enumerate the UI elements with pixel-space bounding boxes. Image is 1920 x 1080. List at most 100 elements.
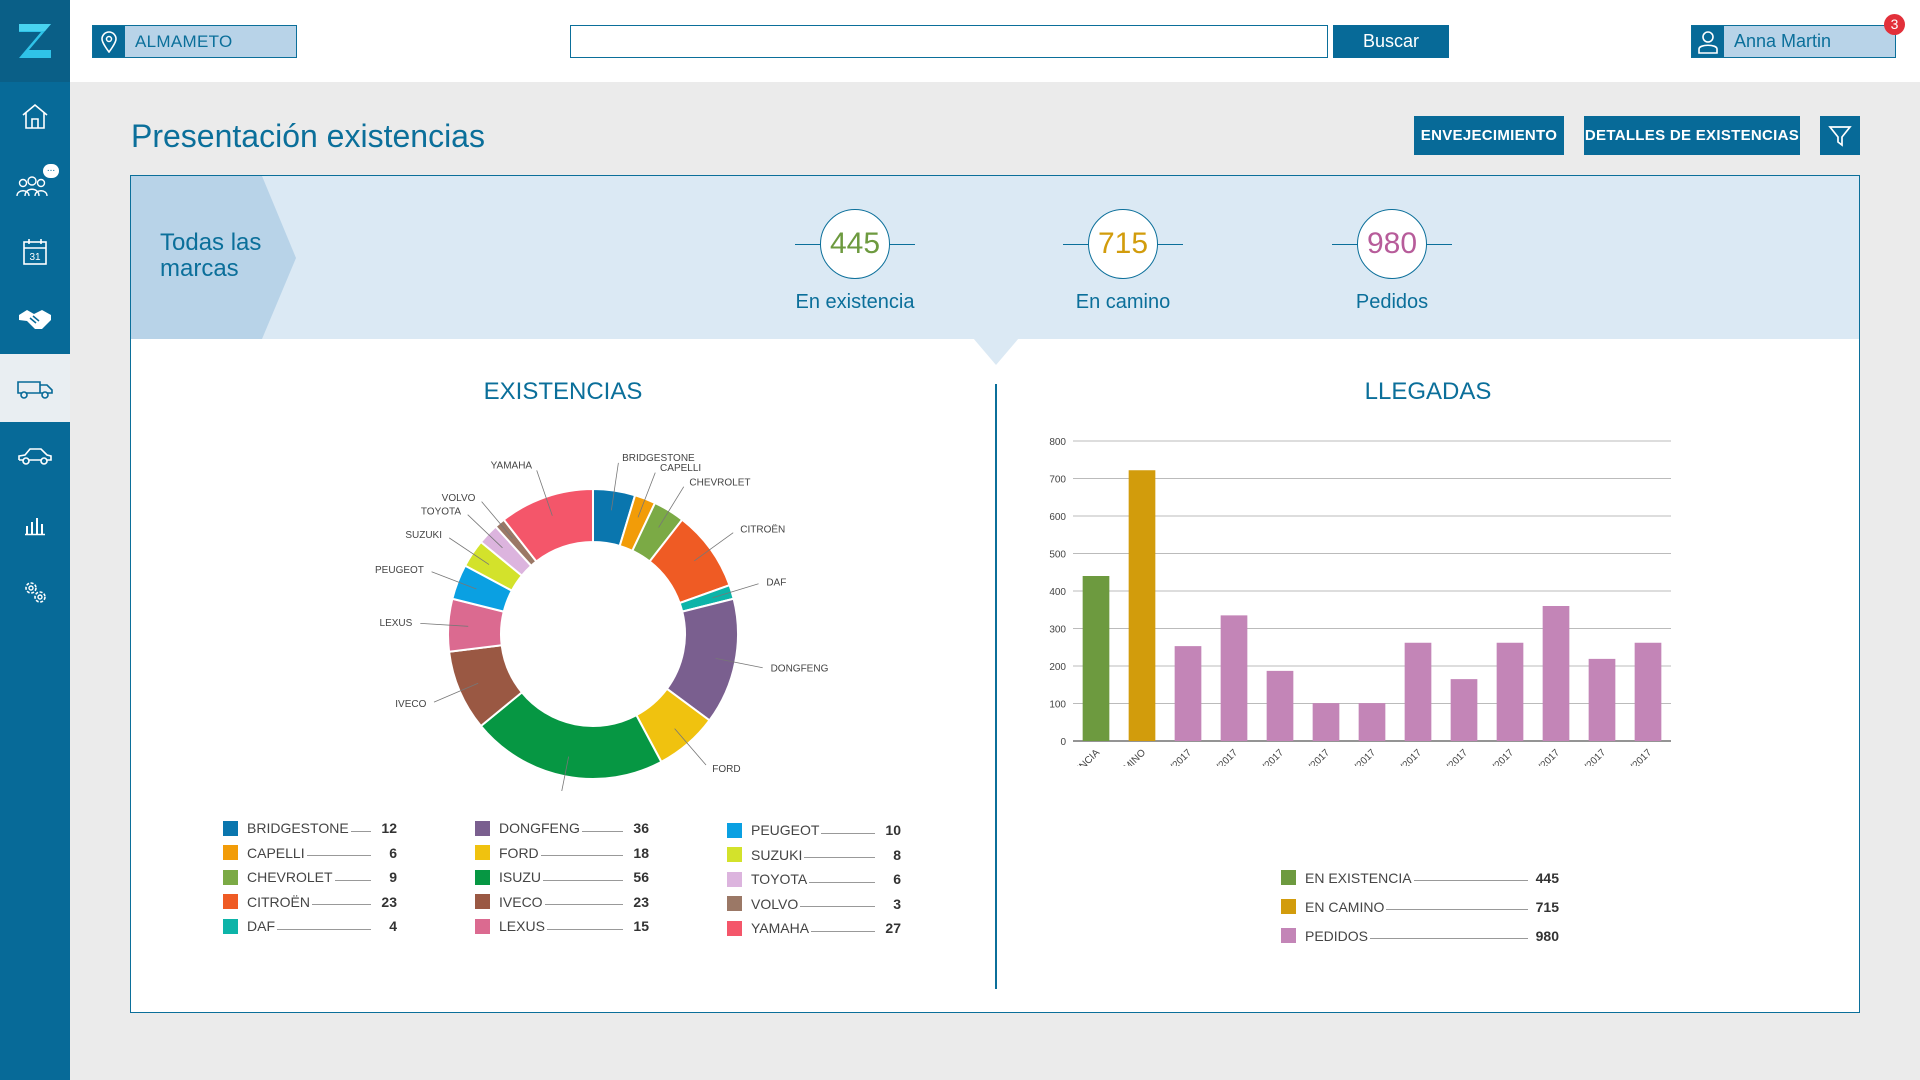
arrivals-chart-title: LLEGADAS [1364, 378, 1492, 405]
notification-badge[interactable]: 3 [1884, 14, 1905, 35]
bar-en-camino[interactable] [1128, 470, 1156, 741]
home-icon [22, 103, 48, 129]
brand-filter-label[interactable]: Todas las marcas [160, 229, 262, 282]
legend-value: 445 [1535, 869, 1559, 886]
legend-item-yamaha: YAMAHA 27 [727, 916, 901, 941]
slice-isuzu[interactable] [479, 690, 663, 780]
user-menu[interactable]: Anna Martin [1691, 25, 1896, 58]
legend-swatch [1281, 899, 1296, 914]
y-tick-label: 600 [1049, 512, 1066, 523]
legend-item-bridgestone: BRIDGESTONE 12 [223, 816, 397, 841]
y-tick-label: 400 [1049, 587, 1066, 598]
bar-9-11-2017[interactable] [1588, 658, 1616, 741]
brand-tab [131, 176, 296, 339]
sidebar-item-reports[interactable] [0, 490, 70, 558]
sidebar-item-home[interactable] [0, 82, 70, 150]
x-tick-label: 12/09/2017 [1335, 747, 1378, 766]
leader-toyota [467, 514, 503, 549]
legend-label: YAMAHA [751, 920, 810, 937]
y-tick-label: 700 [1049, 475, 1066, 486]
location-pin-icon [93, 26, 125, 57]
stock-legend-col-2: DONGFENG 36 FORD 18 ISUZU 56 IVECO 23 LEXUS 15 [475, 816, 649, 939]
search-button[interactable]: Buscar [1333, 25, 1449, 58]
x-tick-label: EN CAMINO [1100, 747, 1148, 766]
sidebar-item-settings[interactable] [0, 558, 70, 626]
slice-label-lexus: LEXUS [380, 618, 413, 629]
legend-swatch [727, 896, 742, 912]
bar-en-existencia[interactable] [1082, 576, 1110, 741]
leader-dongfeng [715, 657, 763, 669]
page-title: Presentación existencias [131, 118, 485, 154]
leader-suzuki [448, 537, 490, 565]
legend-value: 23 [633, 893, 649, 910]
legend-label: PEDIDOS [1305, 927, 1369, 944]
in-stock-label: En existencia [795, 291, 915, 313]
bar-20-11-2017[interactable] [1634, 642, 1662, 741]
app-logo[interactable] [0, 0, 70, 82]
leader-bridgestone [610, 462, 619, 511]
slice-label-volvo: VOLVO [442, 493, 476, 504]
warehouse-selector[interactable]: ALMAMETO [92, 25, 297, 58]
filter-icon [1828, 125, 1852, 147]
in-stock-value: 445 [820, 209, 890, 279]
stock-legend-col-1: BRIDGESTONE 12 CAPELLI 6 CHEVROLET 9 CITROËN 23… [223, 816, 397, 939]
stat-orders: 980 Pedidos [1292, 209, 1492, 314]
legend-item-lexus: LEXUS 15 [475, 914, 649, 939]
slice-label-dongfeng: DONGFENG [771, 664, 829, 675]
legend-value: 980 [1535, 927, 1559, 944]
legend-label: DAF [247, 918, 275, 935]
bar-12-09-2017[interactable] [1358, 703, 1386, 741]
legend-value: 6 [893, 871, 901, 888]
x-tick-label: 20/11/2017 [1611, 747, 1654, 766]
bar-28-10-2017[interactable] [1542, 606, 1570, 741]
sidebar-item-deals[interactable] [0, 286, 70, 354]
sidebar-item-stock[interactable] [0, 354, 70, 422]
slice-label-citroen: CITROËN [740, 524, 785, 536]
y-tick-label: 300 [1049, 625, 1066, 636]
legend-label: CAPELLI [247, 844, 305, 861]
legend-swatch [475, 845, 490, 861]
top-bar: ALMAMETO Buscar Anna Martin 3 [70, 0, 1920, 82]
bar-28-08-2017[interactable] [1312, 703, 1340, 741]
user-name: Anna Martin [1734, 31, 1832, 51]
search-input[interactable] [570, 25, 1328, 58]
bar-6-10-2017[interactable] [1450, 679, 1478, 741]
x-tick-label: 28/10/2017 [1519, 747, 1562, 766]
bar-25-08-2017[interactable] [1266, 670, 1294, 741]
handshake-icon [19, 310, 51, 329]
legend-item-pedidos: PEDIDOS 980 [1281, 921, 1559, 950]
bar-19-07-2017[interactable] [1174, 646, 1202, 741]
legend-value: 6 [389, 844, 397, 861]
slice-label-yamaha: YAMAHA [491, 461, 533, 472]
x-tick-label: 28/09/2017 [1381, 747, 1424, 766]
legend-label: LEXUS [499, 918, 545, 935]
y-tick-label: 200 [1049, 662, 1066, 673]
sidebar-item-vehicles[interactable] [0, 422, 70, 490]
sidebar-item-calendar[interactable]: 31 [0, 218, 70, 286]
x-tick-label: 6/10/2017 [1431, 747, 1471, 766]
legend-swatch [727, 920, 742, 936]
bar-28-09-2017[interactable] [1404, 642, 1432, 741]
x-tick-label: 9/11/2017 [1569, 747, 1608, 766]
slice-label-iveco: IVECO [395, 699, 426, 710]
filter-button[interactable] [1820, 116, 1860, 155]
slice-label-daf: DAF [766, 577, 786, 588]
legend-label: ISUZU [499, 869, 541, 886]
legend-value: 3 [893, 895, 901, 912]
calendar-icon: 31 [23, 239, 47, 265]
bar-5-08-2017[interactable] [1220, 615, 1248, 741]
legend-value: 12 [381, 820, 397, 837]
legend-item-capelli: CAPELLI 6 [223, 841, 397, 866]
sidebar-item-team[interactable]: ... [0, 150, 70, 218]
leader-capelli [637, 472, 656, 518]
arrivals-legend: EN EXISTENCIA 445 EN CAMINO 715 PEDIDOS 980 [1281, 863, 1559, 950]
legend-label: EN CAMINO [1305, 898, 1385, 915]
stock-details-button[interactable]: DETALLES DE EXISTENCIAS [1584, 116, 1800, 155]
bar-14-10-2017[interactable] [1496, 642, 1524, 741]
slice-yamaha[interactable] [502, 487, 594, 563]
legend-label: SUZUKI [751, 846, 803, 863]
chat-badge: ... [43, 164, 59, 178]
aging-button[interactable]: ENVEJECIMIENTO [1414, 116, 1564, 155]
user-icon [1692, 26, 1724, 57]
